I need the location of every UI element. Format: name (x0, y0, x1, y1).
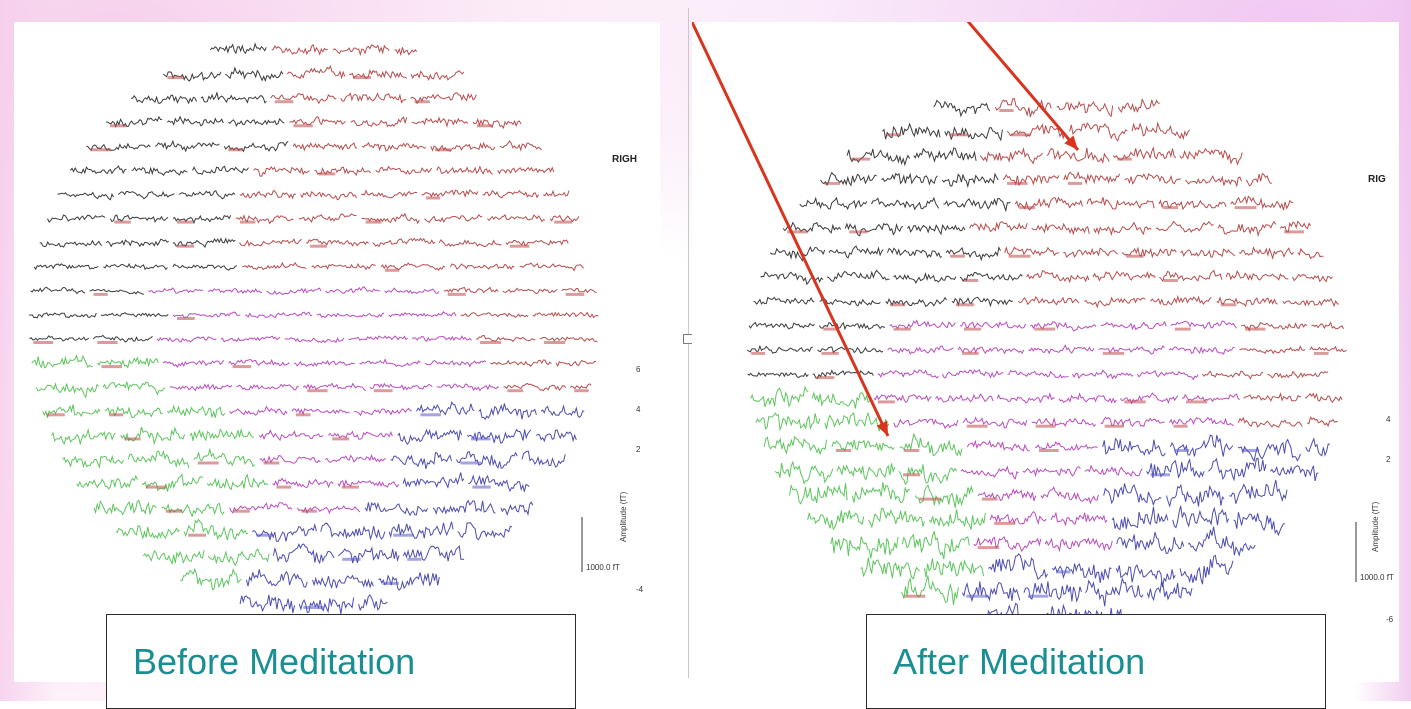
y-tick-label: 4 (636, 405, 641, 414)
after-caption: After Meditation (893, 641, 1146, 682)
before-meg-topographic-plot: RIGH 6 4 2 -4 1000.0 fT Amplitude (fT) (29, 42, 644, 614)
side-label: RIG (1368, 174, 1386, 185)
after-caption-box: After Meditation (866, 614, 1326, 709)
y-tick-label: 6 (636, 365, 641, 374)
before-caption-box: Before Meditation (106, 614, 576, 709)
red-arrow-left (692, 22, 890, 437)
axis-title: Amplitude (fT) (1371, 501, 1380, 552)
y-tick-label: -4 (636, 585, 644, 594)
side-label: RIGH (612, 154, 637, 165)
axis-title: Amplitude (fT) (619, 491, 628, 542)
before-caption: Before Meditation (133, 641, 416, 682)
y-tick-label: 2 (636, 445, 641, 454)
after-meg-topographic-plot: RIG 4 2 -6 1000.0 fT Amplitude (fT) (692, 22, 1394, 622)
scale-bar-label: 1000.0 fT (586, 563, 620, 572)
after-meditation-panel: RIG 4 2 -6 1000.0 fT Amplitude (fT) (692, 22, 1399, 682)
amplitude-axis: RIGH 6 4 2 -4 1000.0 fT Amplitude (fT) (581, 154, 644, 594)
scale-bar-label: 1000.0 fT (1360, 573, 1394, 582)
before-meditation-panel: RIGH 6 4 2 -4 1000.0 fT Amplitude (fT) (14, 22, 660, 682)
amplitude-axis: RIG 4 2 -6 1000.0 fT Amplitude (fT) (1355, 174, 1394, 622)
sensor-traces (746, 97, 1347, 622)
y-tick-label: 4 (1386, 415, 1391, 424)
y-tick-label: 2 (1386, 455, 1391, 464)
sensor-traces (29, 42, 599, 614)
red-arrow-top (966, 22, 1080, 151)
y-tick-label: -6 (1386, 615, 1394, 622)
